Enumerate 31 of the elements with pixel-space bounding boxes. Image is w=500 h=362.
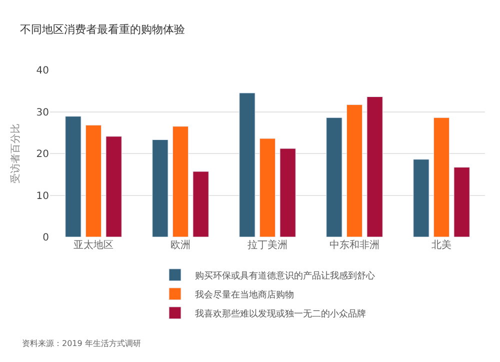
bar	[239, 92, 256, 237]
chart-title: 不同地区消费者最看重的购物体验	[20, 23, 185, 36]
bar	[433, 117, 450, 237]
bar	[85, 124, 102, 237]
bar	[454, 167, 470, 237]
bar	[326, 117, 342, 237]
legend-label: 我喜欢那些难以发现或独一无二的小众品牌	[195, 308, 366, 320]
legend-label: 我会尽量在当地商店购物	[195, 289, 294, 300]
text: 资料来源：2019 年生活方式调研	[22, 339, 141, 348]
bar	[106, 136, 122, 237]
bar	[259, 138, 276, 237]
y-tick-label: 10	[36, 190, 49, 202]
x-tick-label: 亚太地区	[74, 239, 114, 251]
x-tick-label: 中东和非洲	[330, 239, 380, 251]
bar	[346, 104, 363, 237]
x-tick-label: 北美	[432, 239, 452, 251]
bar	[65, 116, 82, 237]
y-tick-label: 30	[36, 107, 49, 118]
bar	[413, 159, 430, 237]
y-tick-label: 0	[42, 232, 49, 244]
x-tick-label: 拉丁美洲	[248, 239, 288, 251]
x-tick-label: 欧洲	[170, 239, 190, 251]
y-axis-title: 受访者百分比	[9, 124, 22, 184]
bar	[172, 126, 189, 237]
y-tick-label: 40	[36, 66, 49, 76]
bar	[366, 96, 383, 237]
bar	[192, 171, 209, 237]
bar	[280, 148, 296, 237]
y-tick-label: 20	[36, 149, 49, 160]
legend-label: 购买环保或具有道德意识的产品让我感到舒心	[195, 270, 375, 282]
bar	[152, 139, 168, 237]
